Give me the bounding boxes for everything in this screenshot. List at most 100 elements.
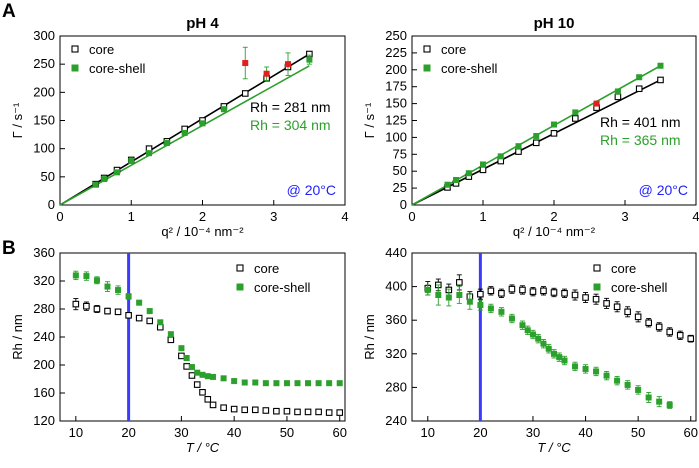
core-point [178,352,185,360]
core-shell-point [535,335,542,342]
core-point [273,407,280,415]
x-tick-label: 3 [270,209,277,224]
core-point [571,291,579,299]
y-tick-label: 360 [33,245,55,260]
core-point [515,148,522,155]
core-point [635,85,643,93]
x-tick-label: 10 [421,425,435,440]
core-shell-point [336,380,343,387]
core-shell-point [444,181,451,188]
core-point [645,319,652,327]
core-shell-point [83,273,90,280]
core-shell-point [315,380,322,387]
core-point [183,363,190,370]
y-tick-label: 440 [385,245,407,260]
core-point [666,328,674,336]
legend-core-marker [71,45,79,53]
legend-core-shell-marker [71,64,79,72]
x-tick-label: 0 [408,209,415,224]
core-point [209,401,217,409]
y-tick-label: 50 [393,163,407,178]
core-shell-point [624,381,631,388]
core-point [634,313,642,321]
core-shell-point [545,345,552,352]
y-tick-label: 100 [385,129,407,144]
core-shell-point [199,371,206,378]
core-shell-point [593,368,600,375]
legend-core-label: core [611,261,636,276]
core-shell-point [273,380,280,387]
core-shell-point [453,176,460,183]
x-tick-label: 50 [631,425,645,440]
core-shell-point [93,277,100,284]
core-shell-point [636,74,643,81]
core-shell-point [540,340,547,347]
y-tick-label: 25 [393,180,407,195]
core-shell-point [497,153,504,160]
y-tick-label: 75 [393,146,407,161]
x-tick-label: 20 [121,425,135,440]
legend-core-shell-label: core-shell [441,61,497,76]
core-point [72,300,80,308]
core-shell-point [582,365,589,372]
core-shell-point [285,61,291,68]
x-tick-label: 30 [526,425,540,440]
core-shell-point [115,287,122,294]
core-point [687,335,695,342]
core-point [325,409,333,416]
core-shell-point [125,293,132,300]
legend-core-label: core [254,261,279,276]
y-tick-label: 240 [385,413,407,428]
x-tick-label: 60 [684,425,698,440]
core-shell-point [465,170,472,177]
core-shell-point [498,308,505,315]
chart-ph10-radius: 10 20 30 40 50 60 240 280 320 360 400 440 T / °C Rh /… [362,245,698,455]
core-shell-point [241,379,248,386]
core-shell-point [114,169,120,176]
core-shell-point [72,272,79,279]
y-tick-label: 150 [33,113,55,128]
core-shell-point [614,88,621,95]
core-shell-point [104,283,111,290]
core-point [304,408,312,416]
core-shell-point [199,120,206,127]
y-tick-label: 0 [400,197,407,212]
core-point [529,288,537,295]
y-tick-label: 240 [33,329,55,344]
y-tick-label: 175 [385,79,407,94]
chart-title: pH 10 [534,15,575,32]
core-shell-point [262,380,269,387]
y-axis-label: Rh / nm [362,314,377,360]
x-tick-label: 2 [550,209,557,224]
x-tick-label: 20 [473,425,487,440]
y-tick-label: 250 [33,56,55,71]
x-tick-label: 4 [692,209,699,224]
x-tick-label: 60 [332,425,346,440]
core-shell-point [252,379,259,386]
core-shell-point [194,369,201,376]
core-point [614,93,622,101]
core-point [550,130,558,137]
chart-ph4-radius: 10 20 30 40 50 60 120 160 200 240 280 320 360 T / °C R… [10,245,347,455]
legend-core-shell-label: core-shell [89,61,145,76]
y-tick-label: 160 [33,385,55,400]
core-shell-point [635,386,642,393]
core-shell-point [456,292,463,298]
core-point [582,294,589,301]
x-tick-label: 40 [578,425,592,440]
core-shell-point [305,380,312,387]
legend-core-shell-marker [593,283,601,291]
x-tick-label: 2 [199,209,206,224]
core-point [167,336,175,344]
x-tick-label: 40 [227,425,241,440]
core-shell-point [435,292,442,298]
core-shell-point [306,56,313,63]
core-point [204,395,212,403]
core-shell-point [178,345,185,352]
y-tick-label: 100 [33,141,55,156]
core-shell-point [210,373,217,380]
core-point [676,332,684,339]
y-tick-label: 250 [385,28,407,43]
core-shell-point [157,319,164,326]
y-tick-label: 320 [385,346,407,361]
